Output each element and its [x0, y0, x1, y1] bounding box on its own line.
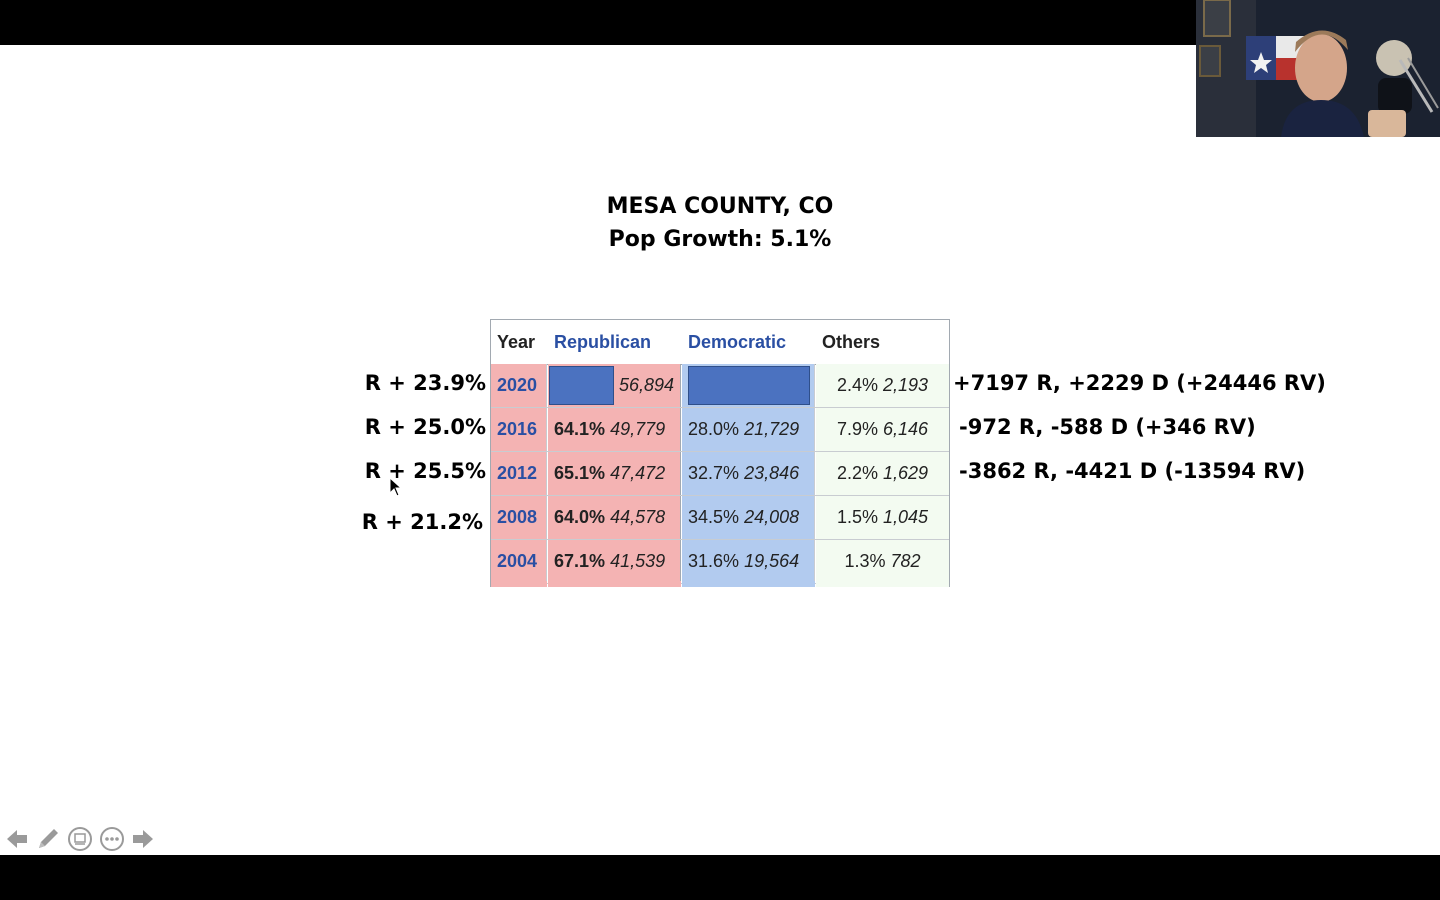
rep-pct-2012: 65.1%: [554, 463, 606, 483]
rep-votes-2020: 56,894: [618, 375, 674, 395]
oth-pct-2020: 2.4%: [836, 375, 878, 395]
next-slide-arrow-icon[interactable]: [130, 826, 156, 852]
year-link-2016[interactable]: 2016: [491, 408, 547, 451]
change-label-2012: -3862 R, -4421 D (-13594 RV): [959, 459, 1306, 483]
rep-votes-2016: 49,779: [610, 419, 666, 439]
header-republican-link[interactable]: Republican: [554, 332, 652, 352]
oth-votes-2008: 1,045: [883, 507, 929, 527]
oth-cell-2004: 1.3% 782: [816, 540, 949, 583]
slide-title-block: MESA COUNTY, CO Pop Growth: 5.1%: [520, 190, 920, 256]
dem-votes-2004: 19,564: [744, 551, 800, 571]
dem-cell-2012: 32.7% 23,846: [682, 452, 815, 495]
oth-pct-2004: 1.3%: [844, 551, 886, 571]
slide-overview-icon[interactable]: [67, 826, 93, 852]
rep-pct-2008: 64.0%: [554, 507, 606, 527]
margin-label-2020: R + 23.9%: [364, 371, 486, 395]
dem-pct-2016: 28.0%: [688, 419, 740, 439]
webcam-presenter-image: [1196, 0, 1440, 137]
year-link-2008[interactable]: 2008: [491, 496, 547, 539]
table-row-2004: 2004 67.1% 41,539 31.6% 19,564 1.3% 782: [491, 540, 949, 584]
table-row-2020: 2020 56,894 2.4% 2,193: [491, 364, 949, 408]
mouse-cursor-icon: [389, 476, 403, 502]
rep-cell-2016: 64.1% 49,779: [548, 408, 681, 451]
margin-label-2016: R + 25.0%: [364, 415, 486, 439]
rep-pct-2004: 67.1%: [554, 551, 606, 571]
dem-cover-block-2020: [688, 366, 810, 405]
oth-pct-2008: 1.5%: [836, 507, 878, 527]
header-democratic-link[interactable]: Democratic: [688, 332, 787, 352]
oth-pct-2012: 2.2%: [836, 463, 878, 483]
rep-cell-2020: 56,894: [548, 364, 681, 407]
rep-votes-2008: 44,578: [610, 507, 666, 527]
rep-cell-2012: 65.1% 47,472: [548, 452, 681, 495]
rep-votes-2004: 41,539: [610, 551, 666, 571]
dem-pct-2008: 34.5%: [688, 507, 740, 527]
election-results-table: Year Republican Democratic Others 2020 5…: [490, 319, 950, 587]
oth-cell-2012: 2.2% 1,629: [816, 452, 949, 495]
dem-cell-2008: 34.5% 24,008: [682, 496, 815, 539]
oth-votes-2016: 6,146: [883, 419, 929, 439]
dem-votes-2012: 23,846: [744, 463, 800, 483]
table-row-2008: 2008 64.0% 44,578 34.5% 24,008 1.5% 1,04…: [491, 496, 949, 540]
dem-cell-2016: 28.0% 21,729: [682, 408, 815, 451]
margin-label-2008: R + 21.2%: [361, 510, 483, 534]
oth-votes-2020: 2,193: [883, 375, 929, 395]
oth-votes-2004: 782: [890, 551, 921, 571]
clipped-row-strip: [491, 581, 949, 587]
dem-cell-2004: 31.6% 19,564: [682, 540, 815, 583]
rep-votes-2012: 47,472: [610, 463, 666, 483]
oth-cell-2008: 1.5% 1,045: [816, 496, 949, 539]
year-link-2004[interactable]: 2004: [491, 540, 547, 583]
rep-cell-2008: 64.0% 44,578: [548, 496, 681, 539]
oth-cell-2020: 2.4% 2,193: [816, 364, 949, 407]
slide-title: MESA COUNTY, CO: [606, 194, 834, 219]
header-year: Year: [497, 332, 536, 352]
change-label-2016: -972 R, -588 D (+346 RV): [959, 415, 1256, 439]
year-link-2020[interactable]: 2020: [491, 364, 547, 407]
oth-votes-2012: 1,629: [883, 463, 929, 483]
oth-cell-2016: 7.9% 6,146: [816, 408, 949, 451]
rep-cell-2004: 67.1% 41,539: [548, 540, 681, 583]
oth-pct-2016: 7.9%: [836, 419, 878, 439]
bottom-letterbox: [0, 855, 1440, 900]
webcam-overlay: [1196, 0, 1440, 137]
change-label-2020: +7197 R, +2229 D (+24446 RV): [953, 371, 1326, 395]
rep-cover-block-2020: [549, 366, 614, 405]
table-row-2016: 2016 64.1% 49,779 28.0% 21,729 7.9% 6,14…: [491, 408, 949, 452]
slideshow-nav-controls: [4, 824, 164, 854]
dem-pct-2012: 32.7%: [688, 463, 740, 483]
table-row-2012: 2012 65.1% 47,472 32.7% 23,846 2.2% 1,62…: [491, 452, 949, 496]
year-link-2012[interactable]: 2012: [491, 452, 547, 495]
pen-icon[interactable]: [35, 826, 61, 852]
margin-label-2012: R + 25.5%: [364, 459, 486, 483]
header-others: Others: [822, 332, 881, 352]
slide-subtitle: Pop Growth: 5.1%: [608, 227, 832, 252]
dem-pct-2004: 31.6%: [688, 551, 740, 571]
dem-votes-2016: 21,729: [744, 419, 800, 439]
dem-cell-2020: [682, 364, 815, 407]
table-header-row: Year Republican Democratic Others: [491, 320, 949, 365]
rep-pct-2016: 64.1%: [554, 419, 606, 439]
more-options-icon[interactable]: [99, 826, 125, 852]
dem-votes-2008: 24,008: [744, 507, 800, 527]
previous-slide-arrow-icon[interactable]: [4, 826, 30, 852]
